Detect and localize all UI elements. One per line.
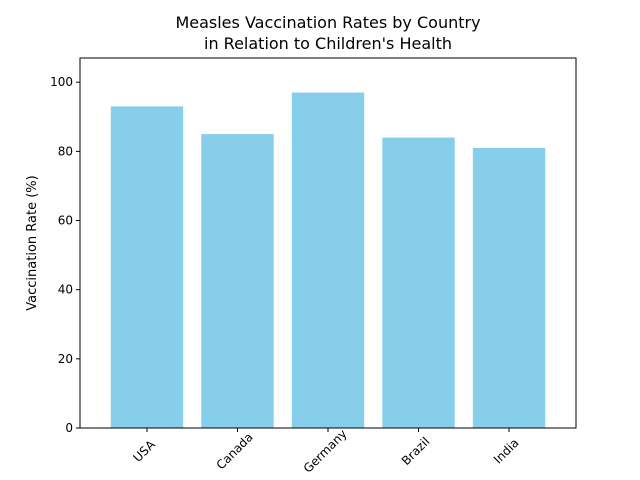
chart-title-line-2: in Relation to Children's Health (204, 34, 452, 53)
y-tick-label: 60 (58, 214, 73, 228)
y-tick-label: 100 (50, 75, 73, 89)
bar-brazil (382, 137, 455, 428)
x-axis-ticks: USA Canada Germany Brazil India (130, 427, 521, 476)
bar-canada (201, 134, 274, 428)
x-tick-label-usa: USA (130, 437, 158, 465)
chart-title-line-1: Measles Vaccination Rates by Country (175, 13, 480, 32)
y-tick-label: 0 (65, 421, 73, 435)
y-axis-ticks: 0 20 40 60 80 100 (50, 75, 80, 435)
bar-group (110, 92, 546, 428)
bar-india (472, 147, 546, 428)
y-tick-label: 40 (58, 283, 73, 297)
bar-germany (291, 92, 365, 428)
x-tick-label-germany: Germany (301, 427, 350, 476)
x-tick-label-canada: Canada (214, 430, 256, 472)
y-tick-label: 80 (58, 144, 73, 158)
plot-frame (79, 57, 577, 429)
bar-usa (110, 106, 184, 428)
x-tick-label-india: India (491, 436, 522, 467)
y-tick-label: 20 (58, 352, 73, 366)
x-tick-label-brazil: Brazil (399, 434, 433, 468)
y-axis-label: Vaccination Rate (%) (25, 175, 40, 310)
